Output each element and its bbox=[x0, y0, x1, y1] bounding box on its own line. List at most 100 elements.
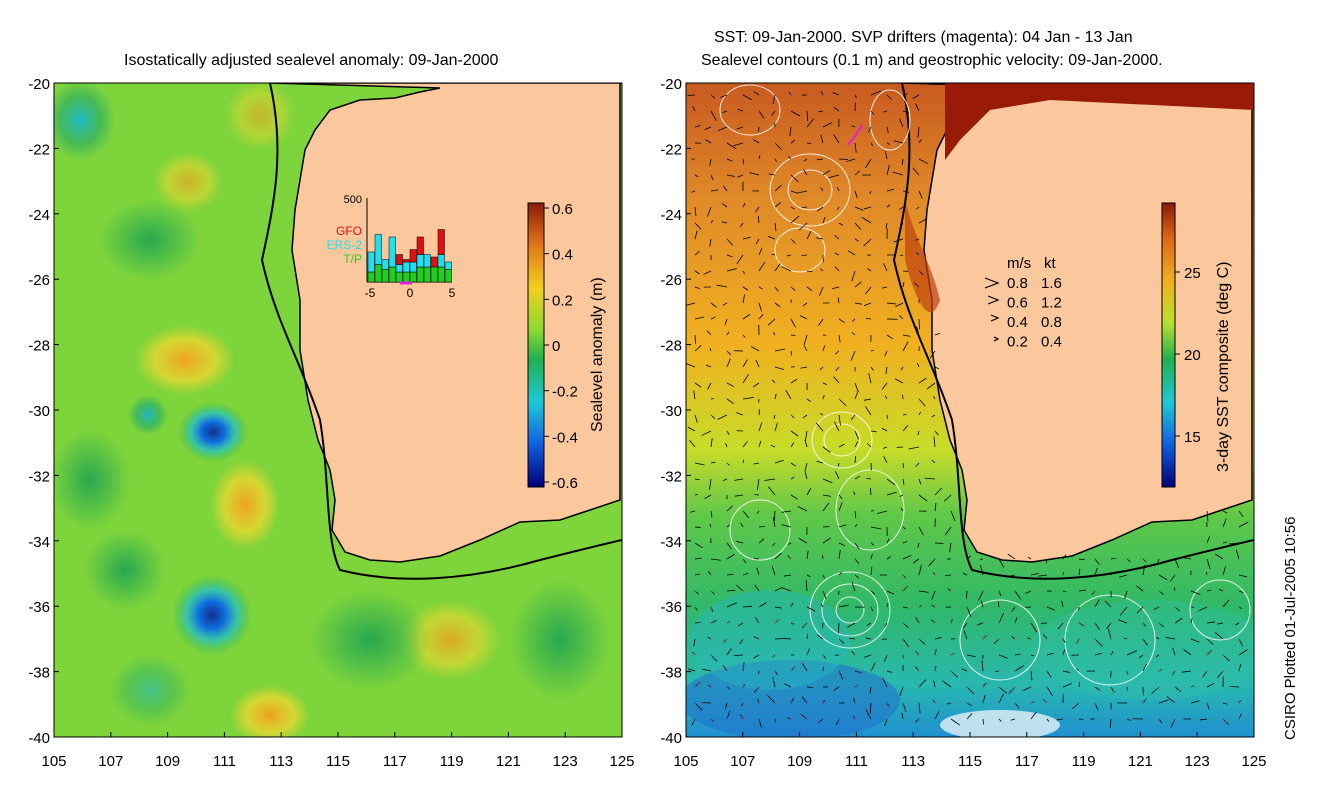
velocity-arrow bbox=[726, 254, 733, 258]
velocity-arrow bbox=[806, 633, 809, 640]
velocity-arrow bbox=[1110, 686, 1115, 693]
latitude-tick-label: -22 bbox=[660, 141, 682, 158]
velocity-arrow bbox=[802, 302, 808, 307]
inset-bar-gfo bbox=[395, 254, 403, 265]
velocity-arrow bbox=[851, 332, 856, 336]
velocity-arrow bbox=[883, 456, 888, 464]
velocity-arrow bbox=[806, 270, 813, 273]
velocity-arrow bbox=[1174, 558, 1180, 569]
velocity-arrow bbox=[796, 190, 808, 194]
latitude-tick-label: -20 bbox=[660, 76, 682, 93]
latitude-tick-label: -26 bbox=[28, 272, 50, 289]
velocity-arrow bbox=[1030, 670, 1033, 681]
velocity-arrow bbox=[694, 681, 701, 688]
velocity-arrow bbox=[1238, 510, 1244, 518]
velocity-arrow bbox=[931, 590, 936, 600]
velocity-arrow bbox=[758, 110, 765, 119]
velocity-arrow bbox=[1165, 637, 1176, 640]
velocity-arrow bbox=[869, 686, 872, 694]
velocity-arrow bbox=[854, 670, 862, 674]
velocity-arrow bbox=[950, 670, 958, 678]
velocity-arrow bbox=[886, 556, 892, 560]
velocity-arrow bbox=[1142, 622, 1147, 627]
velocity-arrow bbox=[694, 230, 698, 240]
velocity-arrow bbox=[868, 126, 872, 133]
velocity-arrow bbox=[790, 215, 800, 224]
velocity-arrow bbox=[1206, 589, 1212, 592]
velocity-arrow bbox=[1078, 681, 1081, 688]
velocity-arrow bbox=[733, 142, 744, 147]
velocity-arrow bbox=[774, 587, 782, 592]
velocity-arrow bbox=[886, 491, 897, 496]
velocity-arrow bbox=[886, 702, 890, 707]
velocity-arrow bbox=[757, 216, 760, 224]
velocity-arrow bbox=[882, 286, 888, 289]
plot-credit: CSIRO Plotted 01-Jul-2005 10:56 bbox=[1282, 516, 1299, 740]
velocity-arrow bbox=[723, 638, 728, 643]
velocity-arrow bbox=[785, 389, 792, 400]
speed-kt-value: 0.4 bbox=[1041, 334, 1062, 351]
velocity-arrow bbox=[899, 494, 904, 497]
longitude-tick-label: 117 bbox=[1015, 753, 1039, 770]
velocity-arrow bbox=[1094, 599, 1100, 608]
geostrophic-velocity-arrows bbox=[686, 90, 1249, 728]
velocity-arrow bbox=[801, 254, 808, 256]
velocity-arrow bbox=[1046, 606, 1055, 611]
velocity-arrow bbox=[1007, 553, 1016, 560]
velocity-arrow bbox=[806, 286, 813, 292]
velocity-arrow bbox=[709, 238, 712, 247]
velocity-arrow bbox=[1057, 622, 1064, 630]
velocity-arrow bbox=[854, 430, 859, 440]
velocity-arrow bbox=[804, 439, 808, 448]
velocity-arrow bbox=[781, 266, 792, 272]
velocity-arrow bbox=[998, 612, 1004, 624]
velocity-arrow bbox=[806, 230, 812, 240]
velocity-arrow bbox=[694, 206, 697, 216]
velocity-arrow bbox=[726, 686, 731, 690]
velocity-arrow bbox=[1190, 638, 1200, 643]
velocity-arrow bbox=[781, 510, 792, 513]
velocity-arrow bbox=[1158, 718, 1163, 724]
velocity-arrow bbox=[899, 118, 904, 128]
velocity-arrow bbox=[735, 540, 744, 544]
velocity-arrow bbox=[982, 634, 987, 640]
velocity-arrow bbox=[918, 270, 924, 276]
velocity-arrow bbox=[902, 413, 907, 416]
latitude-tick-label: -40 bbox=[660, 730, 682, 747]
axes-tick-labels: -20 -22 -24 -26 -28 -30 -32 -34 -36 -38 -40 105 107 1… bbox=[28, 76, 1266, 770]
velocity-scale-legend: m/s kt 0.8 1.6 0.6 1.2 0.4 0.8 0.2 0.4 bbox=[984, 255, 1062, 351]
velocity-arrow bbox=[753, 636, 760, 640]
velocity-arrow bbox=[854, 558, 860, 564]
velocity-arrow bbox=[800, 366, 808, 369]
velocity-arrow bbox=[822, 382, 827, 385]
inset-bar-ers bbox=[367, 251, 375, 273]
velocity-arrow bbox=[1094, 622, 1101, 631]
velocity-arrow bbox=[1222, 599, 1230, 608]
inset-bar-ers bbox=[402, 261, 410, 273]
velocity-arrow bbox=[918, 526, 924, 536]
velocity-arrow bbox=[1124, 590, 1128, 599]
velocity-arrow bbox=[822, 590, 827, 599]
velocity-arrow bbox=[806, 606, 816, 612]
velocity-arrow bbox=[886, 142, 890, 145]
velocity-arrow bbox=[726, 174, 735, 177]
velocity-arrow bbox=[846, 158, 856, 163]
velocity-arrow bbox=[926, 382, 936, 390]
velocity-arrow bbox=[710, 718, 714, 722]
velocity-arrow bbox=[822, 537, 832, 544]
velocity-arrow bbox=[783, 638, 792, 640]
velocity-arrow bbox=[1094, 567, 1098, 576]
velocity-arrow bbox=[798, 537, 808, 544]
sealevel-colorbar-tick-label: -0.2 bbox=[552, 384, 578, 401]
velocity-arrow bbox=[1062, 638, 1066, 643]
velocity-arrow bbox=[774, 348, 786, 352]
longitude-tick-label: 105 bbox=[41, 753, 66, 770]
legend-header-kt: kt bbox=[1044, 255, 1057, 272]
velocity-arrow bbox=[822, 122, 833, 128]
inset-bar-tp bbox=[416, 266, 424, 283]
velocity-arrow bbox=[998, 558, 1005, 568]
speed-kt-value: 1.2 bbox=[1041, 295, 1062, 312]
velocity-arrow bbox=[886, 603, 889, 608]
velocity-arrow bbox=[943, 494, 952, 502]
sst-colorbar-tick-label: 15 bbox=[1184, 429, 1201, 446]
